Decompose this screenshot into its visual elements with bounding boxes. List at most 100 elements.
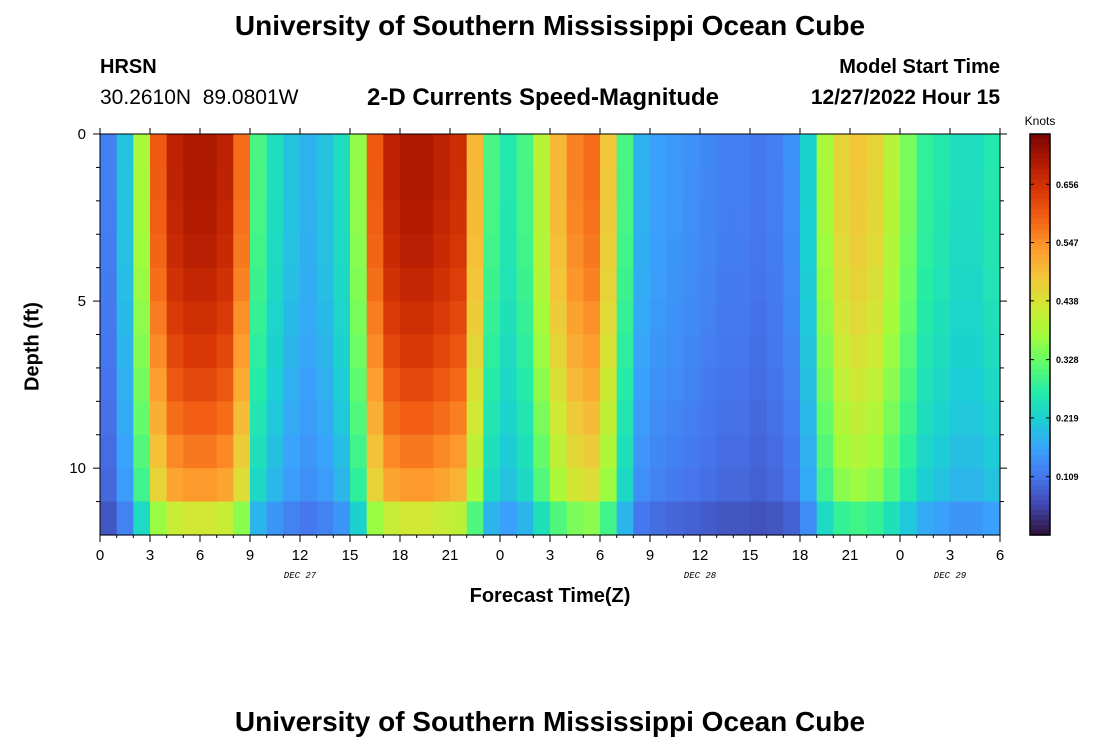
heatmap-cell — [166, 367, 184, 402]
heatmap-cell — [766, 301, 784, 336]
heatmap-cell — [883, 334, 901, 369]
heatmap-cell — [766, 167, 784, 202]
heatmap-cell — [166, 167, 184, 202]
x-tick-label: 3 — [546, 547, 554, 564]
heatmap-cell — [200, 501, 218, 536]
heatmap-cell — [966, 267, 984, 302]
heatmap-cell — [783, 234, 801, 269]
heatmap-cell — [750, 234, 768, 269]
heatmap-cell — [266, 334, 284, 369]
heatmap-cell — [466, 334, 484, 369]
heatmap-cell — [533, 367, 551, 402]
heatmap-cell — [900, 267, 918, 302]
heatmap-cell — [266, 301, 284, 336]
y-axis-label: Depth (ft) — [21, 302, 44, 391]
heatmap-cell — [233, 501, 251, 536]
heatmap-cell — [833, 501, 851, 536]
heatmap-cell — [300, 200, 318, 235]
colorbar-segment — [1030, 204, 1050, 210]
heatmap-cell — [450, 367, 468, 402]
colorbar-segment — [1030, 139, 1050, 145]
heatmap-cell — [683, 501, 701, 536]
heatmap-cell — [316, 401, 334, 436]
heatmap-cell — [450, 434, 468, 469]
heatmap-cell — [200, 468, 218, 503]
heatmap-cell — [583, 200, 601, 235]
heatmap-cell — [966, 200, 984, 235]
heatmap-cell — [500, 468, 518, 503]
heatmap-cell — [433, 401, 451, 436]
heatmap-cell — [616, 267, 634, 302]
heatmap-cell — [650, 501, 668, 536]
heatmap-cell — [833, 301, 851, 336]
colorbar-segment — [1030, 404, 1050, 411]
heatmap-cell — [700, 200, 718, 235]
heatmap-cell — [600, 167, 618, 202]
colorbar-segment — [1030, 424, 1050, 431]
heatmap-cell — [450, 301, 468, 336]
heatmap-cell — [933, 267, 951, 302]
heatmap-cell — [550, 301, 568, 336]
heatmap-cell — [133, 267, 151, 302]
heatmap-cell — [633, 334, 651, 369]
colorbar-segment — [1030, 429, 1050, 436]
heatmap-cell — [616, 501, 634, 536]
heatmap-cell — [450, 468, 468, 503]
heatmap-cell — [383, 200, 401, 235]
heatmap-cell — [650, 401, 668, 436]
heatmap-cell — [466, 234, 484, 269]
heatmap-cell — [950, 234, 968, 269]
heatmap-cell — [900, 234, 918, 269]
heatmap-cell — [316, 434, 334, 469]
heatmap-cell — [550, 334, 568, 369]
heatmap-cell — [283, 167, 301, 202]
colorbar-segment — [1030, 249, 1050, 255]
heatmap-cell — [216, 401, 234, 436]
heatmap-cell — [800, 134, 818, 169]
heatmap-cell — [516, 334, 534, 369]
heatmap-cell — [683, 134, 701, 169]
heatmap-cell — [300, 434, 318, 469]
heatmap-cell — [383, 367, 401, 402]
colorbar-tick-label: 0.109 — [1056, 472, 1079, 482]
heatmap-cell — [183, 501, 201, 536]
x-tick-label: 0 — [96, 547, 104, 564]
heatmap-cell — [566, 234, 584, 269]
heatmap-cell — [783, 468, 801, 503]
heatmap-cell — [983, 434, 1001, 469]
heatmap-cell — [100, 301, 118, 336]
heatmap-cell — [350, 301, 368, 336]
heatmap-cell — [466, 468, 484, 503]
heatmap-cell — [650, 334, 668, 369]
heatmap-cell — [750, 468, 768, 503]
heatmap-cells — [100, 134, 1001, 536]
heatmap-cell — [933, 334, 951, 369]
heatmap-cell — [150, 501, 168, 536]
heatmap-cell — [516, 200, 534, 235]
heatmap-cell — [266, 134, 284, 169]
heatmap-cell — [783, 401, 801, 436]
heatmap-cell — [866, 401, 884, 436]
heatmap-cell — [983, 301, 1001, 336]
heatmap-cell — [550, 367, 568, 402]
heatmap-cell — [466, 301, 484, 336]
colorbar-segment — [1030, 414, 1050, 421]
heatmap-cell — [133, 134, 151, 169]
heatmap-cell — [466, 134, 484, 169]
heatmap-cell — [266, 267, 284, 302]
heatmap-cell — [616, 167, 634, 202]
colorbar-segment — [1030, 379, 1050, 386]
heatmap-cell — [350, 334, 368, 369]
heatmap-cell — [666, 167, 684, 202]
heatmap-cell — [933, 200, 951, 235]
heatmap-cell — [733, 167, 751, 202]
heatmap-cell — [833, 167, 851, 202]
heatmap-cell — [733, 200, 751, 235]
x-tick-label: 21 — [442, 547, 459, 564]
colorbar-segment — [1030, 209, 1050, 215]
heatmap-cell — [783, 134, 801, 169]
heatmap-cell — [433, 501, 451, 536]
heatmap-cell — [716, 234, 734, 269]
heatmap-cell — [466, 167, 484, 202]
